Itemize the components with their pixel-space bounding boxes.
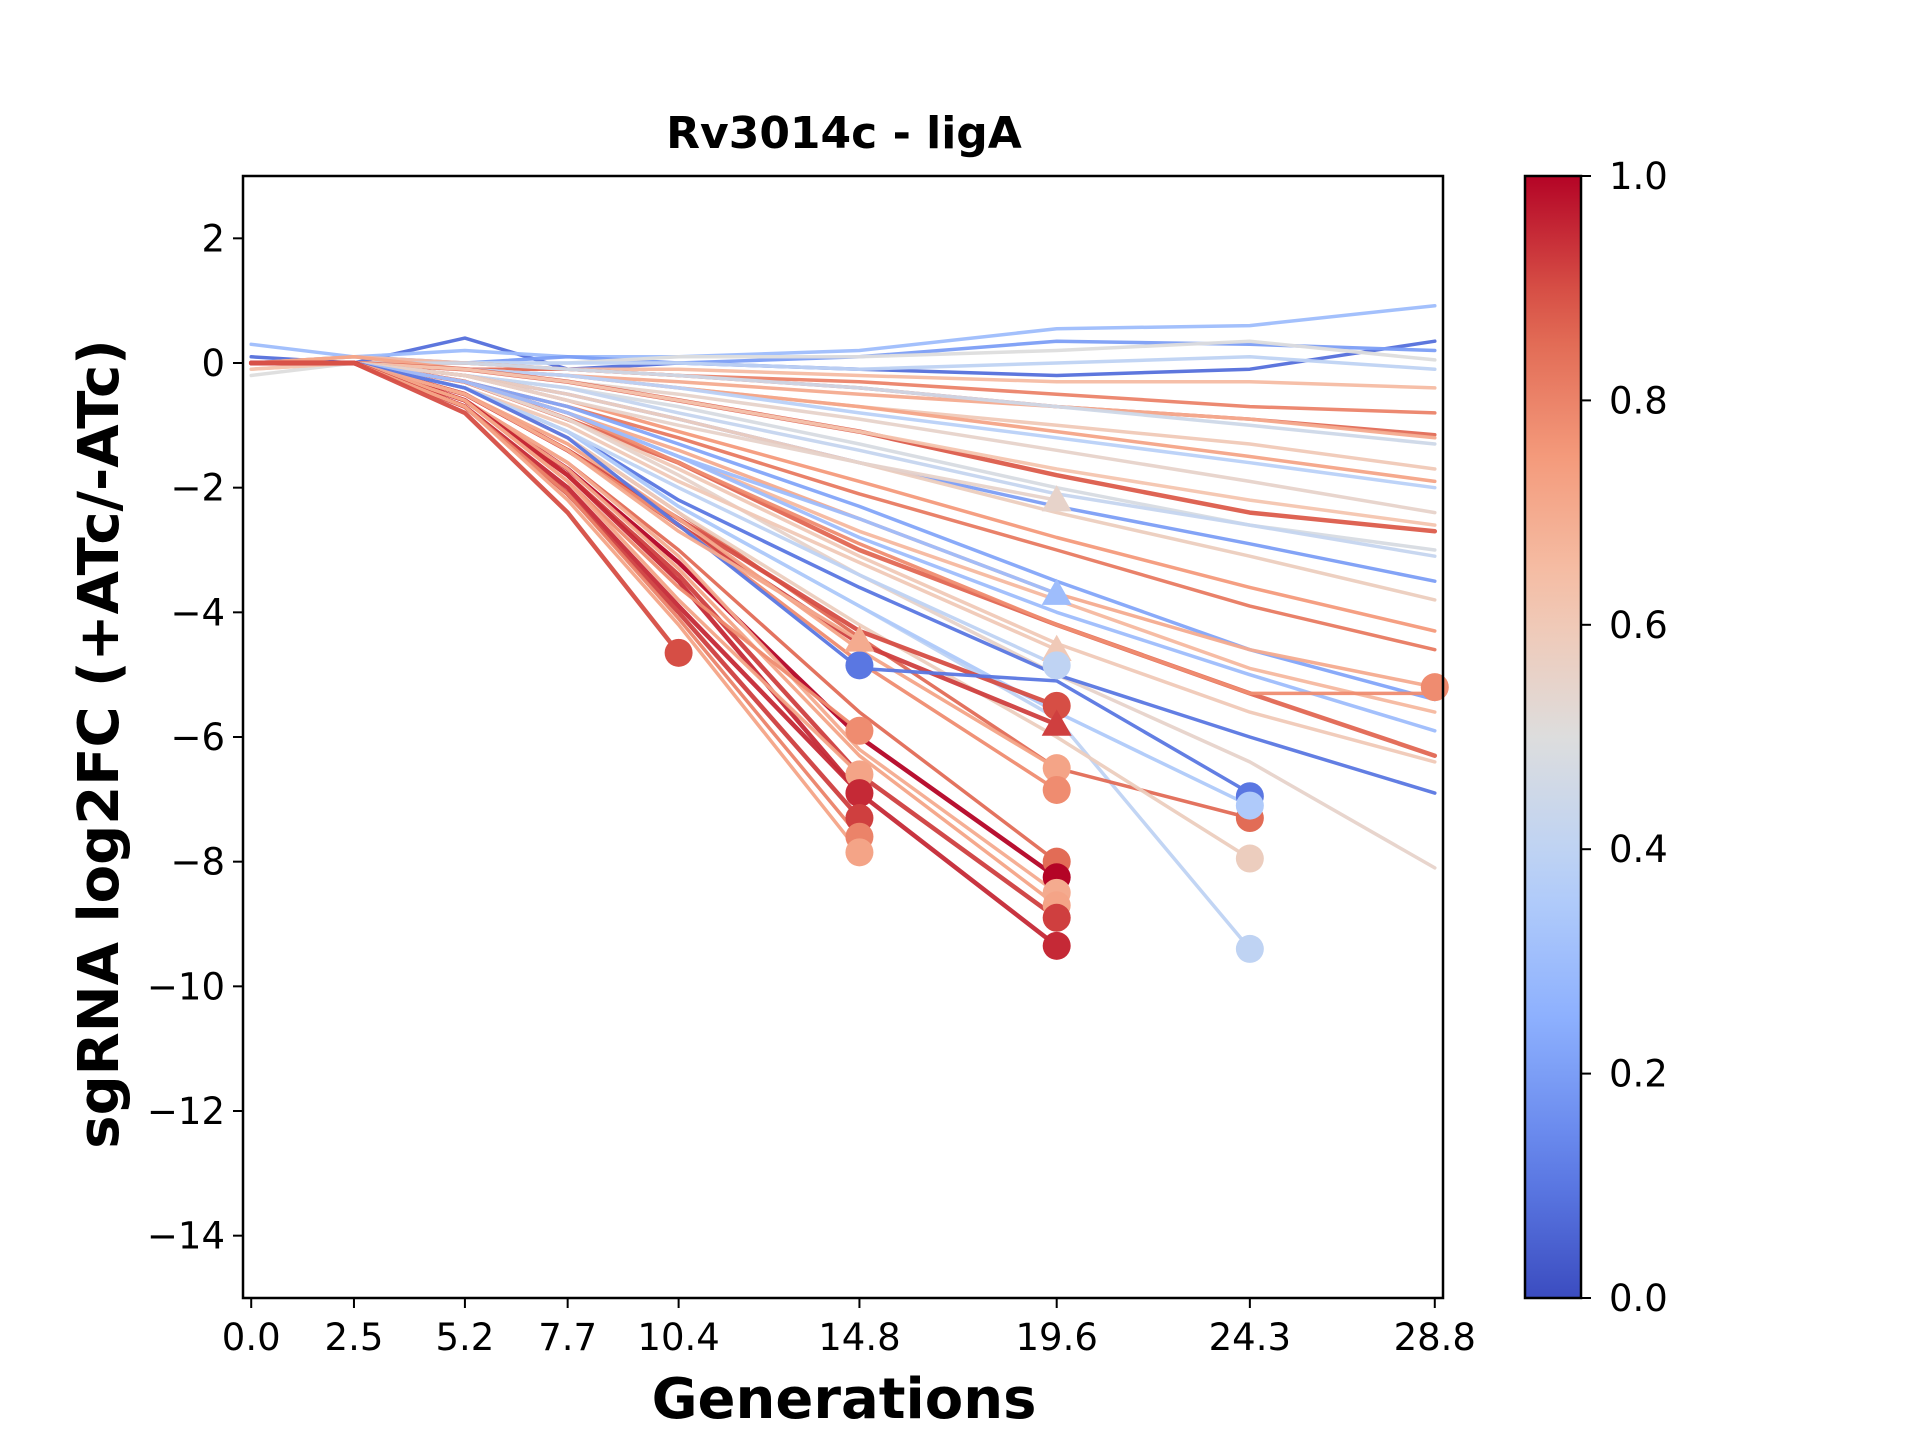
x-tick-label: 28.8 — [1394, 1316, 1476, 1359]
y-tick-label: −2 — [170, 467, 225, 510]
circle-marker — [1235, 791, 1264, 820]
y-tick-label: −6 — [170, 716, 225, 759]
series-line — [249, 361, 862, 839]
circle-marker — [1042, 651, 1071, 680]
circle-marker — [845, 838, 874, 867]
plot-area — [248, 303, 1438, 951]
x-tick-label: 5.2 — [435, 1316, 494, 1359]
circle-marker — [1042, 775, 1071, 804]
series-line — [249, 303, 1437, 359]
x-tick-label: 0.0 — [222, 1316, 281, 1359]
colorbar-tick-label: 0.0 — [1609, 1277, 1668, 1320]
colorbar-tick-label: 0.2 — [1609, 1053, 1668, 1096]
colorbar-tick-label: 0.6 — [1609, 604, 1668, 647]
y-tick-label: −4 — [170, 591, 225, 634]
x-tick-label: 2.5 — [325, 1316, 384, 1359]
x-tick-label: 7.7 — [538, 1316, 597, 1359]
series-line — [249, 361, 1437, 696]
circle-marker — [1235, 844, 1264, 873]
circle-marker — [845, 651, 874, 680]
y-tick-label: −8 — [170, 841, 225, 884]
triangle-marker — [1041, 578, 1072, 605]
y-tick-label: −10 — [147, 965, 225, 1008]
x-tick-label: 24.3 — [1209, 1316, 1291, 1359]
colorbar-tick-label: 0.8 — [1609, 379, 1668, 422]
x-tick-label: 14.8 — [818, 1316, 900, 1359]
y-tick-label: −14 — [147, 1215, 225, 1258]
circle-marker — [845, 716, 874, 745]
y-tick-label: 0 — [201, 342, 225, 385]
chart-title: Rv3014c - ligA — [666, 108, 1022, 159]
y-tick-label: 2 — [201, 217, 225, 260]
series-line — [249, 355, 1437, 390]
circle-marker — [1235, 934, 1264, 963]
series-line — [249, 361, 1437, 527]
colorbar — [1525, 176, 1581, 1298]
series-line — [249, 361, 1437, 764]
x-axis-label: Generations — [652, 1367, 1037, 1432]
series-line — [248, 360, 681, 656]
y-tick-label: −12 — [147, 1090, 225, 1133]
triangle-marker — [1041, 709, 1072, 736]
circle-marker — [1042, 931, 1071, 960]
x-tick-label: 10.4 — [637, 1316, 719, 1359]
triangle-marker — [1041, 485, 1072, 512]
circle-marker — [1042, 903, 1071, 932]
colorbar-tick-label: 1.0 — [1609, 155, 1668, 198]
circle-marker — [1042, 754, 1071, 783]
circle-marker — [845, 779, 874, 808]
y-axis-label: sgRNA log2FC (+ATc/-ATc) — [67, 339, 132, 1149]
x-tick-label: 19.6 — [1016, 1316, 1098, 1359]
circle-marker — [1042, 691, 1071, 720]
triangle-marker — [844, 625, 875, 652]
circle-marker — [664, 638, 693, 667]
circle-marker — [1420, 673, 1449, 702]
colorbar-frame — [1523, 174, 1583, 1300]
colorbar-tick-label: 0.4 — [1609, 828, 1668, 871]
